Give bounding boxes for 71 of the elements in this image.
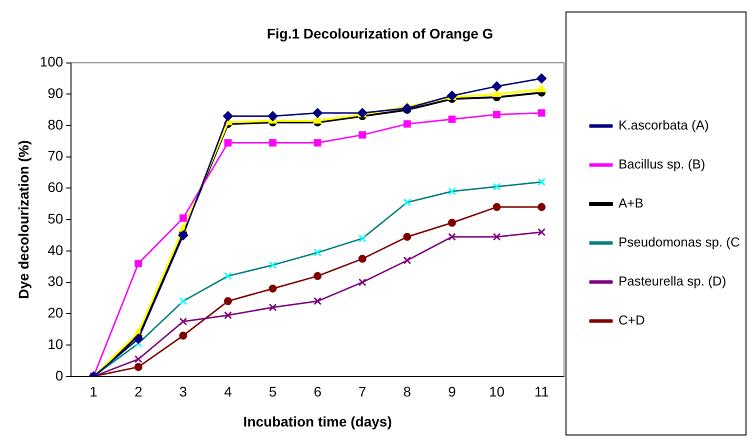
point bbox=[222, 111, 233, 122]
point bbox=[314, 297, 322, 306]
legend-label: K.ascorbata (A) bbox=[618, 118, 709, 133]
point bbox=[404, 120, 411, 128]
point bbox=[268, 111, 278, 122]
y-tick-label: 30 bbox=[48, 273, 64, 290]
y-tick-label: 70 bbox=[48, 148, 64, 164]
x-tick-label: 3 bbox=[179, 384, 188, 400]
y-tick-label: 50 bbox=[48, 210, 64, 226]
x-tick-label: 2 bbox=[134, 384, 142, 400]
point bbox=[492, 81, 502, 92]
y-axis-title: Dye decolourization (%) bbox=[15, 140, 32, 299]
point bbox=[268, 303, 277, 312]
y-tick-label: 20 bbox=[48, 304, 64, 321]
point bbox=[134, 362, 142, 371]
point bbox=[269, 139, 276, 146]
point bbox=[538, 228, 546, 236]
point bbox=[224, 139, 232, 146]
point bbox=[402, 103, 412, 114]
point bbox=[224, 297, 232, 306]
point bbox=[448, 116, 456, 123]
x-tick-label: 1 bbox=[90, 384, 98, 400]
legend-label: Bacillus sp. (B) bbox=[618, 156, 706, 172]
x-tick-label: 5 bbox=[268, 384, 277, 400]
x-axis-title: Incubation time (days) bbox=[243, 413, 392, 430]
point bbox=[358, 254, 366, 263]
chart-title: Fig.1 Decolourization of Orange G bbox=[266, 25, 494, 42]
legend-label: Pasteurella sp. (D) bbox=[618, 274, 726, 289]
legend-label: Pseudomonas sp. (C bbox=[618, 234, 740, 250]
point bbox=[179, 332, 188, 340]
point bbox=[403, 256, 412, 264]
point bbox=[492, 89, 502, 97]
point bbox=[179, 214, 187, 222]
point bbox=[133, 334, 144, 344]
x-tick-label: 11 bbox=[534, 384, 550, 400]
x-tick-label: 9 bbox=[448, 384, 456, 400]
point bbox=[224, 311, 232, 320]
point bbox=[448, 232, 456, 241]
point bbox=[538, 109, 546, 117]
point bbox=[134, 260, 142, 268]
point bbox=[358, 131, 366, 139]
x-tick-label: 10 bbox=[489, 384, 505, 400]
point bbox=[268, 284, 277, 293]
y-tick-label: 40 bbox=[48, 242, 64, 258]
x-tick-label: 7 bbox=[358, 384, 366, 400]
point bbox=[493, 110, 500, 118]
point bbox=[448, 218, 456, 227]
point bbox=[358, 278, 366, 286]
point bbox=[492, 232, 501, 241]
x-tick-label: 8 bbox=[403, 384, 412, 400]
point bbox=[314, 272, 322, 280]
point bbox=[403, 232, 412, 241]
y-tick-label: 10 bbox=[48, 336, 64, 352]
point bbox=[492, 203, 501, 212]
point bbox=[538, 203, 546, 212]
point bbox=[536, 73, 547, 84]
x-tick-label: 4 bbox=[224, 384, 232, 400]
point bbox=[179, 318, 188, 326]
point bbox=[312, 108, 323, 118]
point bbox=[314, 139, 322, 146]
y-tick-label: 100 bbox=[40, 54, 64, 70]
legend-label: C+D bbox=[618, 312, 645, 328]
legend-label: A+B bbox=[618, 196, 644, 211]
y-tick-label: 0 bbox=[55, 367, 64, 384]
point bbox=[537, 84, 546, 92]
y-tick-label: 80 bbox=[48, 116, 64, 132]
point bbox=[178, 230, 188, 240]
point bbox=[134, 355, 142, 364]
y-tick-label: 60 bbox=[48, 179, 64, 196]
y-tick-label: 90 bbox=[48, 85, 64, 102]
x-tick-label: 6 bbox=[314, 384, 322, 400]
